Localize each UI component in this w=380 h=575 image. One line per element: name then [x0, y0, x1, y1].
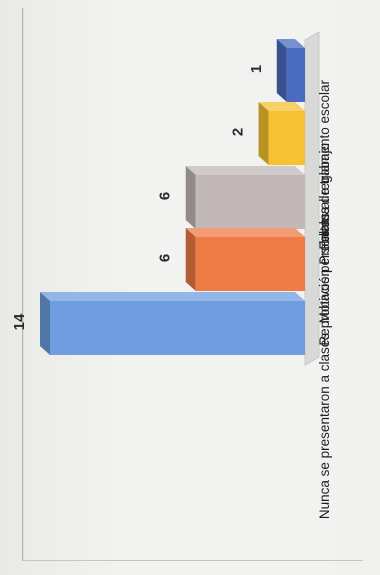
bar-side-4 [185, 228, 305, 237]
bar-side-5 [40, 292, 305, 301]
bar-cap-2 [258, 102, 269, 165]
category-label-1: Faltas al reglamento escolar [317, 80, 332, 250]
data-label-2: 2 [230, 128, 247, 136]
bar-front-4 [195, 237, 305, 291]
bar-2 [258, 102, 305, 165]
bar-side-2 [258, 102, 305, 111]
bar-cap-5 [40, 292, 50, 355]
category-label-2: Problema de trabajo [317, 143, 332, 265]
bar-front-2 [268, 111, 305, 165]
bar-front-3 [195, 175, 305, 229]
bar-3 [185, 166, 305, 229]
data-label-5: 14 [11, 313, 28, 330]
category-label-5: Nunca se presentaron a clases [317, 333, 332, 519]
bar-cap-4 [185, 228, 196, 291]
chart-frame [22, 8, 363, 561]
bar-side-3 [185, 166, 305, 175]
bar-1 [276, 39, 305, 102]
bar-front-5 [50, 301, 305, 355]
data-label-3: 6 [157, 192, 174, 200]
category-label-3: Motivos personales [317, 207, 332, 324]
data-label-4: 6 [157, 254, 174, 262]
bar-4 [185, 228, 305, 291]
bar-5 [40, 292, 305, 355]
data-label-1: 1 [248, 65, 265, 73]
bar-cap-1 [276, 39, 287, 102]
bar-cap-3 [185, 166, 196, 229]
bar-side-1 [276, 39, 305, 48]
category-label-4: Reprobación [317, 269, 332, 346]
bar-front-1 [286, 48, 305, 102]
